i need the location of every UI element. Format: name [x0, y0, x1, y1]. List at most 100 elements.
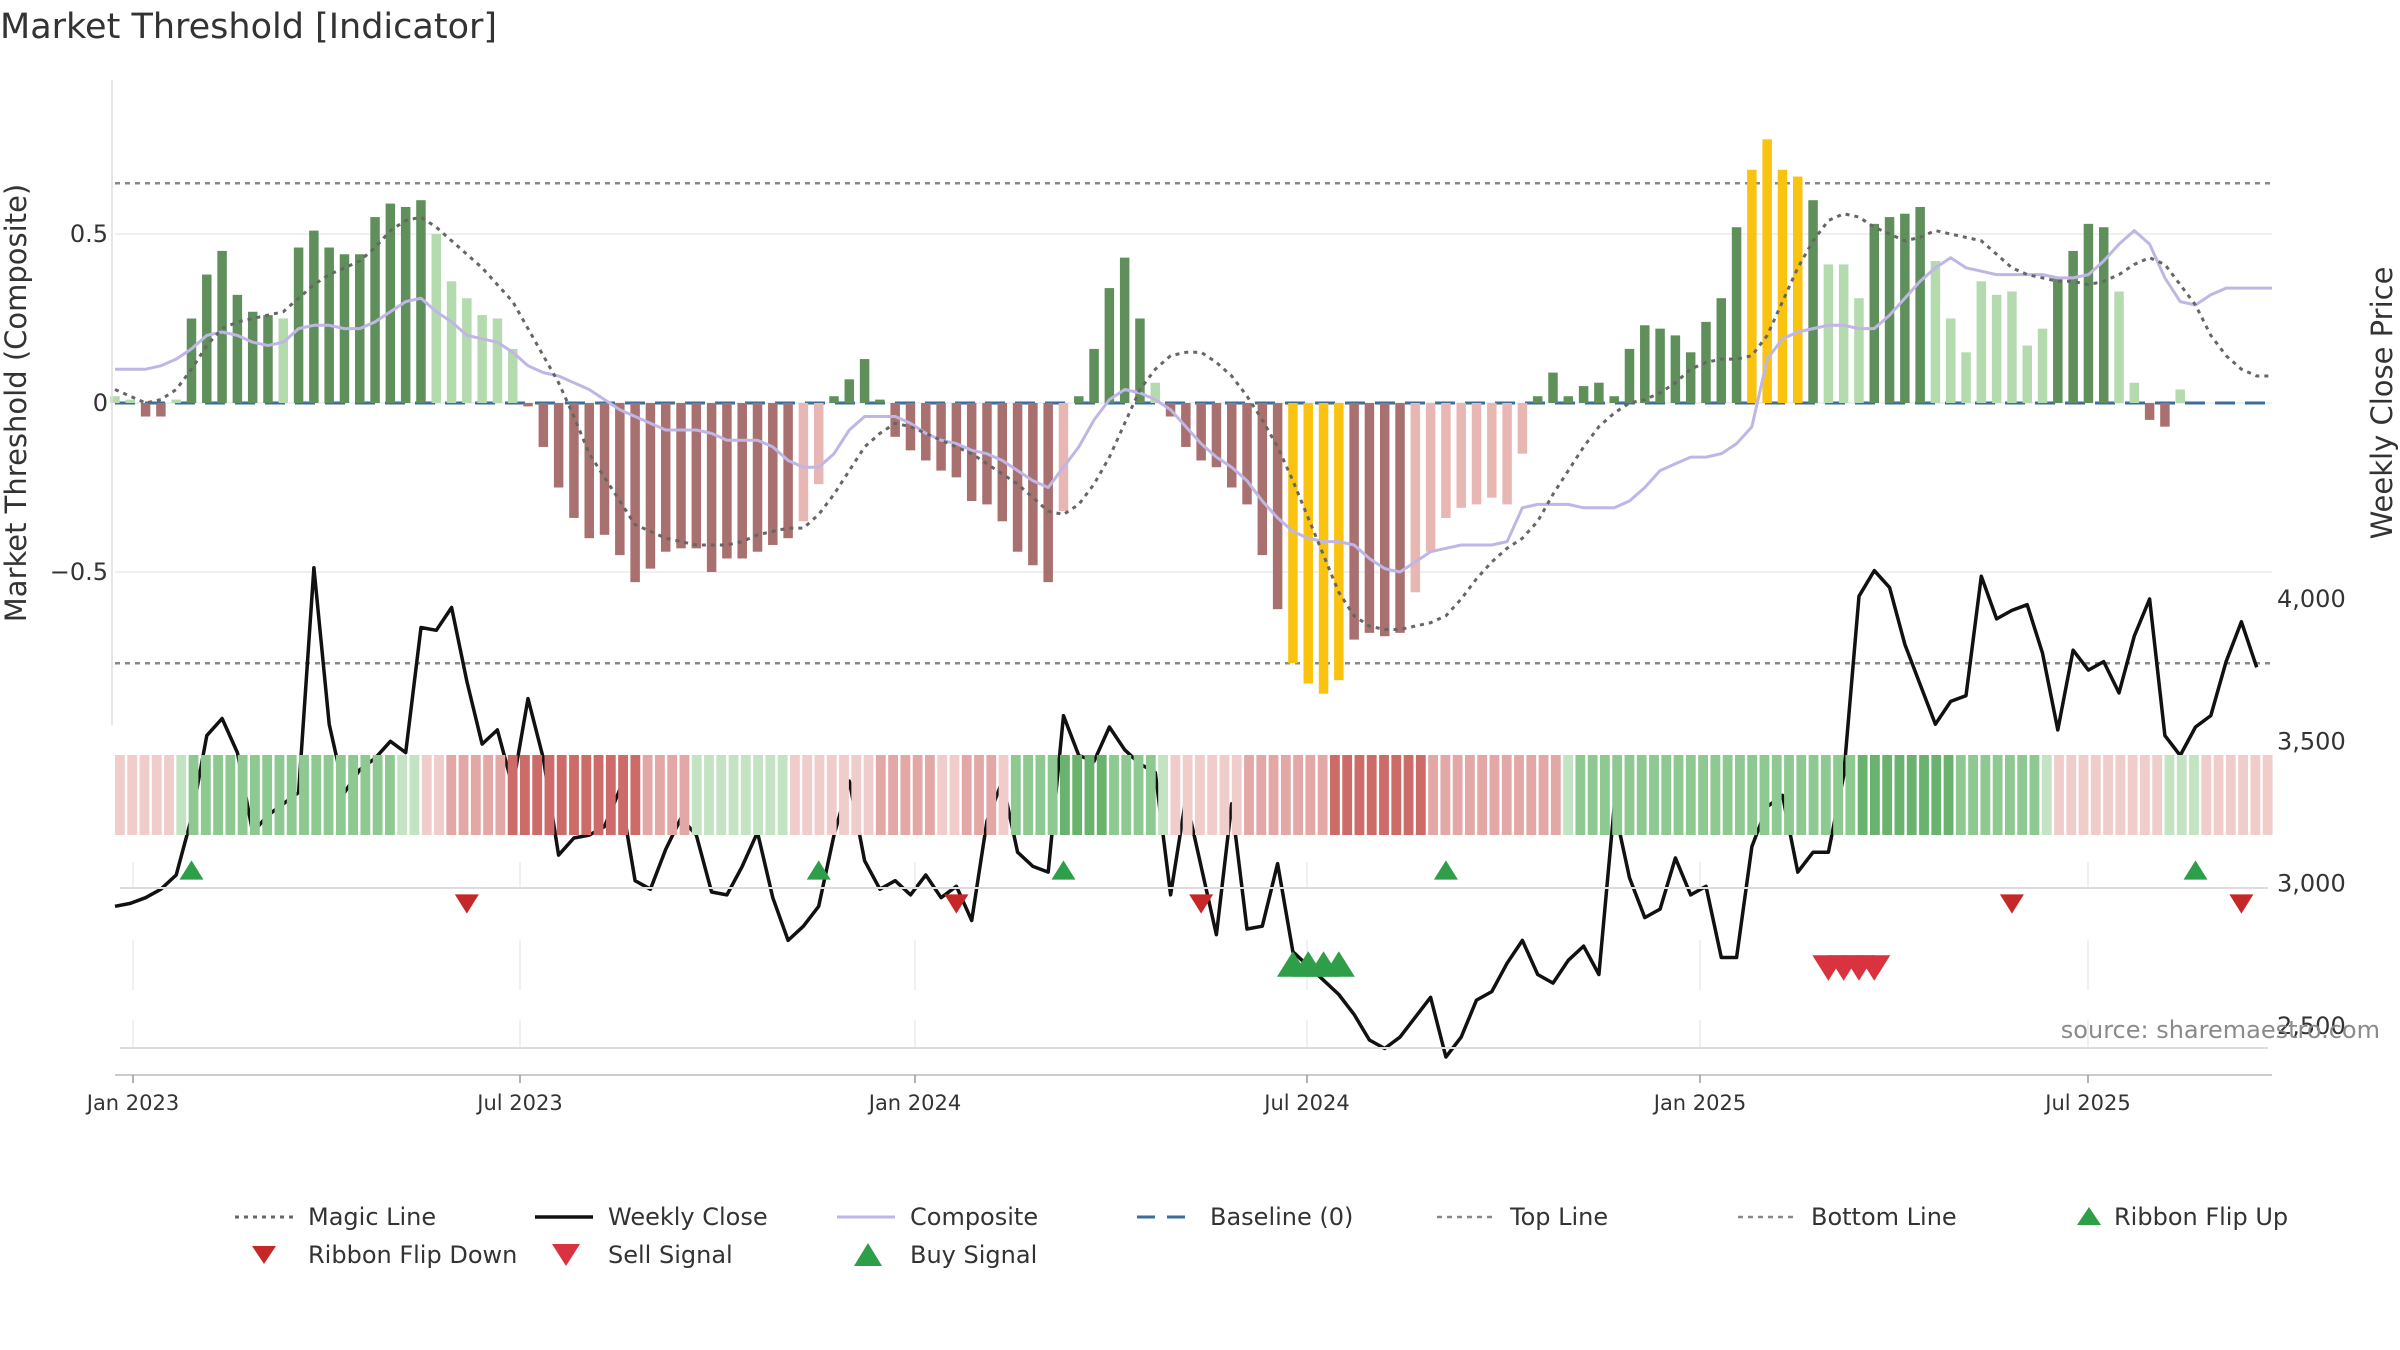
- y-tick-label-right: 2,500: [2277, 1012, 2346, 1040]
- ribbon-segment: [200, 755, 211, 835]
- composite-bar: [1104, 288, 1115, 403]
- ribbon-segment: [667, 755, 678, 835]
- ribbon-segment: [1121, 755, 1132, 835]
- ribbon-segment: [164, 755, 174, 835]
- ribbon-segment: [1366, 755, 1377, 835]
- composite-bar: [1043, 403, 1053, 583]
- y-tick-label-left: −0.5: [50, 558, 108, 586]
- ribbon-segment: [1158, 755, 1168, 835]
- ribbon-segment: [875, 755, 886, 835]
- composite-bar: [737, 403, 747, 559]
- signal-panels: [120, 860, 2268, 1049]
- composite-bar: [156, 403, 166, 417]
- ribbon-segment: [1784, 755, 1794, 835]
- ribbon-segment: [1145, 755, 1156, 835]
- y-axis-label-right: Weekly Close Price: [2365, 267, 2399, 540]
- ribbon-segment: [1649, 755, 1659, 835]
- composite-bar: [1854, 298, 1864, 403]
- composite-bar: [110, 396, 120, 403]
- composite-bar: [1823, 264, 1834, 403]
- composite-bar: [2098, 227, 2109, 403]
- ribbon-flip-down-marker: [454, 894, 479, 914]
- ribbon-segment: [888, 755, 898, 835]
- ribbon-segment: [1195, 755, 1205, 835]
- ribbon-segment: [470, 755, 481, 835]
- ribbon-segment: [1624, 755, 1635, 835]
- composite-bar: [2129, 382, 2140, 403]
- ribbon-segment: [912, 755, 923, 835]
- composite-bar: [1900, 213, 1910, 403]
- ribbon-segment: [851, 755, 862, 835]
- composite-bar: [1379, 403, 1390, 637]
- composite-bar: [232, 294, 243, 403]
- ribbon-segment: [679, 755, 690, 835]
- composite-bar: [966, 403, 977, 502]
- composite-bar: [829, 396, 839, 403]
- ribbon-segment: [863, 755, 874, 835]
- ribbon-flip-down-marker: [1999, 894, 2024, 914]
- composite-bar: [1869, 223, 1879, 403]
- composite-bar: [1685, 352, 1696, 403]
- composite-bar: [951, 403, 962, 478]
- composite-bar: [385, 203, 396, 403]
- composite-bar: [1563, 396, 1574, 403]
- composite-bar: [890, 403, 900, 437]
- composite-bar: [905, 403, 916, 451]
- composite-bar: [1915, 206, 1925, 403]
- ribbon-segment: [716, 755, 727, 835]
- composite-bar: [722, 403, 732, 559]
- composite-bar: [798, 403, 809, 522]
- ribbon-segment: [2041, 755, 2052, 835]
- ribbon-segment: [1575, 755, 1586, 835]
- ribbon-segment: [2213, 755, 2224, 835]
- ribbon-segment: [1526, 755, 1537, 835]
- ribbon-segment: [1845, 755, 1856, 835]
- composite-bar: [553, 403, 564, 488]
- composite-bar: [691, 403, 702, 549]
- ribbon-segment: [1317, 755, 1328, 835]
- ribbon-segment: [1538, 755, 1549, 835]
- ribbon-segment: [1182, 755, 1193, 835]
- ribbon-segment: [1452, 755, 1463, 835]
- ribbon-segment: [397, 755, 408, 835]
- ribbon-segment: [311, 755, 322, 835]
- trend-ribbon: [115, 755, 2273, 835]
- y-axis-label-left: Market Threshold (Composite): [0, 184, 33, 622]
- composite-bar: [538, 403, 549, 447]
- legend-label: Bottom Line: [1811, 1203, 1957, 1231]
- legend-item: Ribbon Flip Up: [2077, 1203, 2288, 1231]
- ribbon-segment: [2005, 755, 2015, 835]
- magic-line: [114, 212, 2272, 631]
- composite-bar: [202, 274, 212, 403]
- ribbon-flip-up-marker: [2183, 860, 2208, 880]
- legend-label: Magic Line: [308, 1203, 436, 1231]
- ribbon-segment: [1280, 755, 1291, 835]
- ribbon-segment: [2017, 755, 2028, 835]
- ribbon-segment: [2250, 755, 2261, 835]
- legend-item: Sell Signal: [552, 1241, 733, 1269]
- composite-bar: [1012, 403, 1023, 552]
- composite-bar: [492, 318, 503, 403]
- composite-bar: [2175, 389, 2185, 403]
- legend-label: Top Line: [1509, 1203, 1608, 1231]
- ribbon-segment: [372, 755, 383, 835]
- ribbon-flip-down-marker: [1189, 894, 1214, 914]
- axes: −0.5 0 0.5 2,500 3,000 3,500 4,000: [50, 80, 2346, 1040]
- composite-bar: [1227, 403, 1237, 488]
- grid-layer: [115, 233, 2272, 573]
- ribbon-segment: [1612, 755, 1623, 835]
- legend-item: Composite: [837, 1203, 1038, 1231]
- ribbon-segment: [262, 755, 273, 835]
- ribbon-segment: [1084, 755, 1095, 835]
- ribbon-segment: [1207, 755, 1218, 835]
- ribbon-segment: [569, 755, 579, 835]
- ribbon-segment: [765, 755, 776, 835]
- ribbon-segment: [1391, 755, 1402, 835]
- legend-swatch: [2077, 1207, 2101, 1225]
- ribbon-segment: [1010, 755, 1021, 835]
- ribbon-segment: [2140, 755, 2150, 835]
- ribbon-segment: [213, 755, 223, 835]
- composite-bar: [293, 247, 304, 403]
- ribbon-segment: [335, 755, 346, 835]
- ribbon-segment: [1072, 755, 1083, 835]
